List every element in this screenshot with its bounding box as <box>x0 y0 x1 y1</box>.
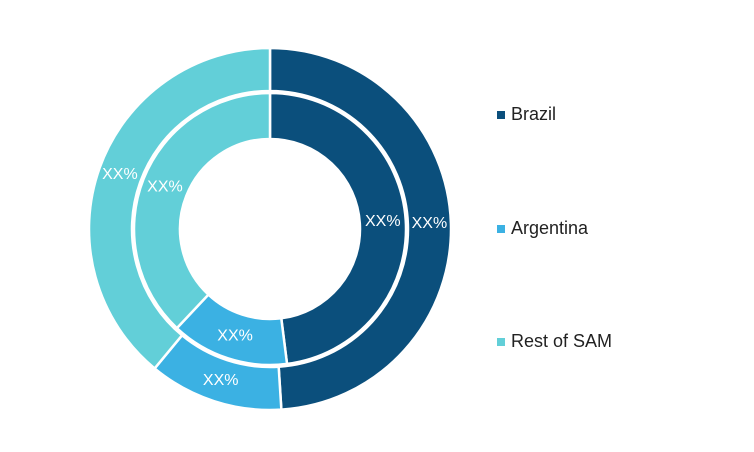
donut-slice <box>87 46 272 371</box>
legend-swatch <box>497 338 505 346</box>
legend-swatch <box>497 225 505 233</box>
value-label: XX% <box>412 215 448 232</box>
donut-slice <box>132 91 272 330</box>
legend-swatch <box>497 111 505 119</box>
value-label: XX% <box>102 166 138 183</box>
legend-label: Argentina <box>511 218 589 238</box>
donut-slice <box>268 46 453 411</box>
donut-slice <box>268 91 408 366</box>
value-label: XX% <box>217 328 253 345</box>
value-label: XX% <box>365 213 401 230</box>
legend-label: Brazil <box>511 104 556 124</box>
value-label: XX% <box>147 179 183 196</box>
value-label: XX% <box>203 372 239 389</box>
legend-label: Rest of SAM <box>511 331 612 351</box>
